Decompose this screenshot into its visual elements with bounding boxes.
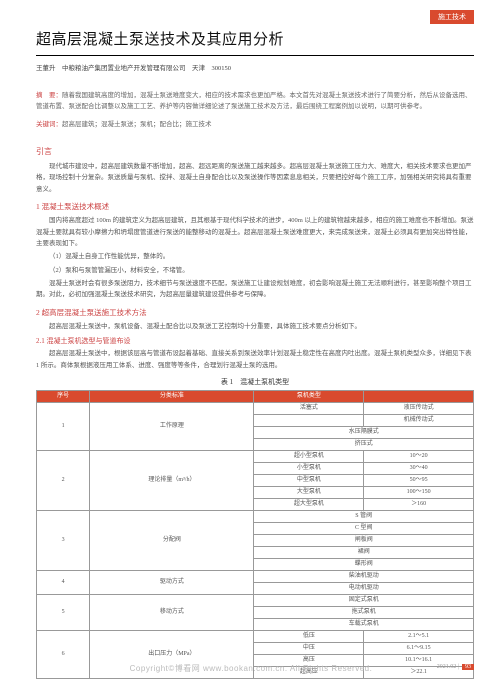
abstract-text: 随着我国建筑高度的增加，混凝土泵送难度变大，相应的技术需求也更加严格。本文首先对… — [36, 92, 472, 110]
table-row: 6出口压力（MPa）低压2.1～5.1 — [37, 630, 474, 642]
table-cell: S 管阀 — [254, 510, 474, 522]
table-cell: 电动机驱动 — [254, 582, 474, 594]
abstract-label: 摘 要： — [36, 92, 62, 99]
table-cell: 超小型泵机 — [254, 450, 364, 462]
watermark: Copyright©博看网 www.bookan.com.cn. All Rig… — [0, 663, 502, 674]
table-cell: 水压隔膜式 — [254, 426, 474, 438]
table-cell: 工作原理 — [90, 402, 254, 450]
table-cell: 柴油机驱动 — [254, 570, 474, 582]
table-header-cell: 序号 — [37, 390, 90, 402]
sec1-heading: 1 混凝土泵送技术概述 — [36, 201, 474, 212]
table-row: 3分配阀S 管阀 — [37, 510, 474, 522]
table-cell: ＞160 — [364, 498, 474, 510]
table-cell: 2.1～5.1 — [364, 630, 474, 642]
table-cell: 固定式泵机 — [254, 594, 474, 606]
sec1-li1: （1）混凝土自身工作性能优异，整体的。 — [36, 251, 474, 262]
sec21-heading: 2.1 混凝土泵机选型与管道布设 — [36, 336, 474, 346]
table-cell: 超大型泵机 — [254, 498, 364, 510]
table-cell: 裙阀 — [254, 546, 474, 558]
table-header-cell — [364, 390, 474, 402]
keywords: 关键词：超高层建筑；混凝土泵送；泵机；配合比；施工技术 — [36, 118, 474, 128]
table-cell: 低压 — [254, 630, 364, 642]
table-header-cell: 分类标准 — [90, 390, 254, 402]
table-cell: 小型泵机 — [254, 462, 364, 474]
table-cell: C 型阀 — [254, 522, 474, 534]
table-cell: 理论排量（m³/h） — [90, 450, 254, 510]
sec21-p: 超高层混凝土泵送中，根据该层高与管道布设起着基础、直接关系到泵送效率计划混凝土稳… — [36, 348, 474, 371]
table-cell: 5 — [37, 594, 90, 630]
sec1-li2: （2）泵和与泵管管漏压小，材料安全，不堵管。 — [36, 265, 474, 276]
table-cell: 活塞式 — [254, 402, 364, 414]
table-cell: 100～150 — [364, 486, 474, 498]
author-line: 王董升 中粮粮油产集团置业地产开发管理有限公司 天津 300150 — [36, 62, 474, 72]
intro-heading: 引言 — [36, 146, 474, 157]
article-title: 超高层混凝土泵送技术及其应用分析 — [36, 28, 474, 56]
sec2-heading: 2 超高层混凝土泵送施工技术方法 — [36, 307, 474, 318]
table-cell: 3 — [37, 510, 90, 570]
table-cell: 移动方式 — [90, 594, 254, 630]
table-cell: 驱动方式 — [90, 570, 254, 594]
table-cell: 中压 — [254, 642, 364, 654]
table-caption: 表 1 混凝土泵机类型 — [36, 377, 474, 387]
table-cell: 中型泵机 — [254, 474, 364, 486]
table-cell: 挤压式 — [254, 438, 474, 450]
table-row: 1工作原理活塞式液压传动式 — [37, 402, 474, 414]
table-cell: 10～20 — [364, 450, 474, 462]
intro-para: 现代城市建设中，超高层建筑数量不断增加，超高、超远距离的泵送施工越来越多。超高层… — [36, 161, 474, 195]
table-cell: 6.1～9.15 — [364, 642, 474, 654]
table-row: 5移动方式固定式泵机 — [37, 594, 474, 606]
keywords-text: 超高层建筑；混凝土泵送；泵机；配合比；施工技术 — [62, 121, 212, 128]
table-cell: 液压传动式 — [364, 402, 474, 414]
table-cell: 蝶形阀 — [254, 558, 474, 570]
table-cell: 30～40 — [364, 462, 474, 474]
table-cell: 大型泵机 — [254, 486, 364, 498]
table-row: 2理论排量（m³/h）超小型泵机10～20 — [37, 450, 474, 462]
abstract: 摘 要：随着我国建筑高度的增加，混凝土泵送难度变大，相应的技术需求也更加严格。本… — [36, 90, 474, 112]
table-cell: 车载式泵机 — [254, 618, 474, 630]
keywords-label: 关键词： — [36, 121, 62, 128]
sec2-p: 超高层混凝土泵送中，泵机设备、混凝土配合比以及泵送工艺控制均十分重要，具体施工技… — [36, 321, 474, 332]
table-header-cell: 泵机类型 — [254, 390, 364, 402]
table-row: 4驱动方式柴油机驱动 — [37, 570, 474, 582]
table-cell: 闸板阀 — [254, 534, 474, 546]
table-cell: 1 — [37, 402, 90, 450]
table-cell: 50～95 — [364, 474, 474, 486]
table-cell: 拖式泵机 — [254, 606, 474, 618]
table-cell — [254, 414, 364, 426]
sec1-p2: 混凝土泵送时会有很多泵送阻力，技术细节与泵送速度不匹配，泵送施工让建设规划难度，… — [36, 278, 474, 301]
page-content: 超高层混凝土泵送技术及其应用分析 王董升 中粮粮油产集团置业地产开发管理有限公司… — [0, 0, 502, 679]
table-cell: 2 — [37, 450, 90, 510]
table-cell: 机械传动式 — [364, 414, 474, 426]
sec1-p1: 国内将高度超过 100m 的建筑定义为超高层建筑，且其根基于现代科学技术的进步，… — [36, 215, 474, 249]
table-cell: 分配阀 — [90, 510, 254, 570]
category-tag: 施工技术 — [430, 10, 474, 24]
pump-type-table: 序号分类标准泵机类型 1工作原理活塞式液压传动式机械传动式水压隔膜式挤压式2理论… — [36, 390, 474, 679]
table-cell: 4 — [37, 570, 90, 594]
